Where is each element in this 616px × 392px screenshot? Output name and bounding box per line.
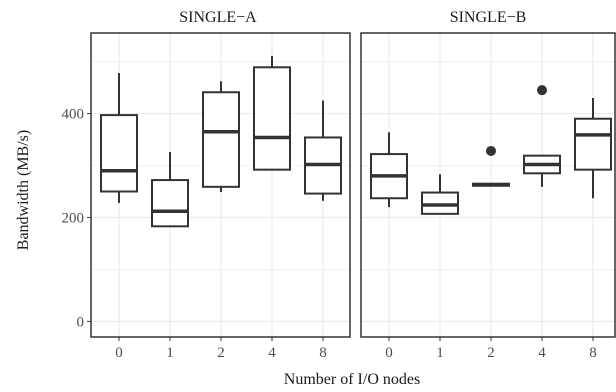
x-axis-title: Number of I/O nodes xyxy=(284,371,420,388)
x-tick-label: 8 xyxy=(589,345,597,361)
box-body xyxy=(202,91,240,188)
x-tick-label: 0 xyxy=(115,345,123,361)
x-tick-label: 8 xyxy=(319,345,327,361)
outlier-point xyxy=(537,85,547,96)
x-tick-label: 4 xyxy=(268,345,276,361)
x-tick-label: 1 xyxy=(166,345,174,361)
box-0 xyxy=(370,132,408,208)
y-tick-label: 400 xyxy=(62,107,85,123)
box-body xyxy=(100,114,138,193)
box-8 xyxy=(304,100,342,201)
y-axis-title: Bandwidth (MB/s) xyxy=(15,130,32,250)
box-0 xyxy=(100,73,138,203)
box-4 xyxy=(253,55,291,171)
x-tick-label: 1 xyxy=(436,345,444,361)
box-8 xyxy=(574,97,612,199)
panel-border xyxy=(360,32,616,338)
x-tick-label: 4 xyxy=(538,345,546,361)
box-4 xyxy=(523,85,561,187)
x-tick-label: 2 xyxy=(487,345,495,361)
box-2 xyxy=(202,81,240,193)
box-1 xyxy=(151,152,189,228)
box-body xyxy=(253,66,291,171)
box-body xyxy=(151,179,189,228)
x-tick-label: 2 xyxy=(217,345,225,361)
facet-panel-single-a: 0 1 2 4 8 xyxy=(90,32,351,361)
box-1 xyxy=(421,174,459,215)
box-2 xyxy=(472,145,510,187)
y-tick-label: 0 xyxy=(77,314,85,330)
box-body xyxy=(574,117,612,171)
y-tick-label: 200 xyxy=(62,210,85,226)
box-body xyxy=(421,191,459,215)
facet-label-single-b: SINGLE−B xyxy=(450,9,527,26)
facet-panel-single-b: 0 1 2 4 8 xyxy=(360,32,616,361)
outlier-point xyxy=(486,145,496,156)
x-tick-label: 0 xyxy=(385,345,393,361)
y-axis: 0 200 400 xyxy=(62,107,91,330)
facet-label-single-a: SINGLE−A xyxy=(179,9,257,26)
